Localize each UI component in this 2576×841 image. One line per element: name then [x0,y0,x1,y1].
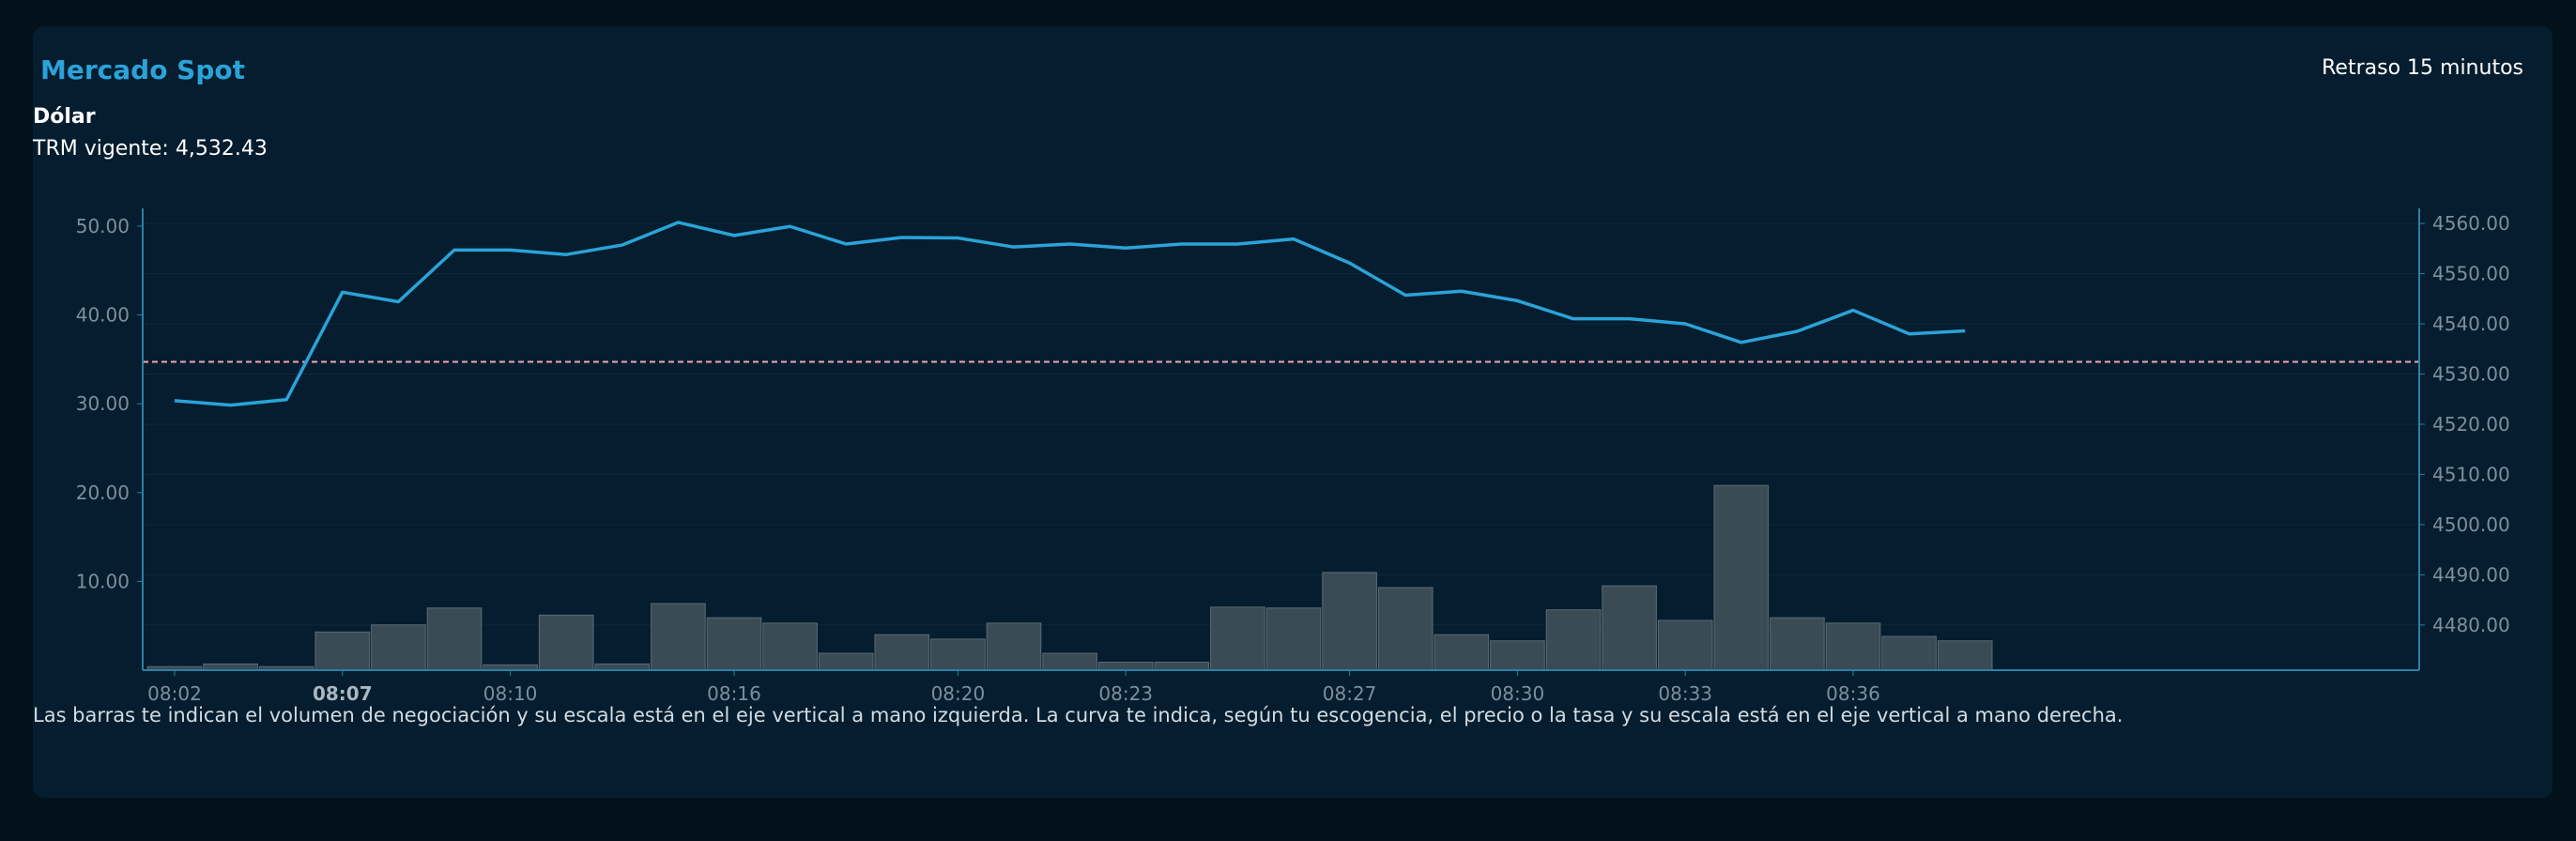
volume-bar [314,631,371,671]
x-tick-label: 08:23 [1098,682,1153,705]
volume-bar [706,617,762,671]
right-tick-label: 4510.00 [2432,463,2510,485]
volume-bar [986,622,1042,671]
x-tick-label: 08:33 [1658,682,1712,705]
right-tick-label: 4490.00 [2432,563,2510,586]
right-tick-label: 4560.00 [2432,212,2510,235]
right-tick-label: 4540.00 [2432,313,2510,335]
volume-bar [1713,484,1770,671]
volume-bar [818,652,874,671]
volume-bar [1210,606,1265,671]
volume-bar [371,624,426,671]
x-tick-label: 08:27 [1323,682,1377,705]
volume-bar [1545,609,1602,671]
left-tick-label: 30.00 [76,392,130,415]
volume-bar [1042,652,1097,671]
x-tick-label: 08:10 [483,682,538,705]
x-tick-label: 08:02 [147,682,202,705]
volume-bar [1097,661,1154,671]
volume-bar [1825,622,1881,671]
price-line [174,221,1966,407]
volume-bar [1434,634,1490,671]
volume-bar [1657,619,1713,671]
currency-label: Dólar [33,105,96,129]
volume-bar [930,638,986,671]
right-tick-label: 4480.00 [2432,614,2510,636]
volume-bar [1602,585,1657,671]
right-tick-label: 4500.00 [2432,513,2510,536]
delay-notice: Retraso 15 minutos [2322,56,2523,80]
volume-bar [426,607,483,671]
trm-value: TRM vigente: 4,532.43 [33,137,268,161]
x-tick-label: 08:16 [707,682,761,705]
x-tick-label: 08:07 [313,682,373,705]
volume-bar [762,622,818,671]
volume-bar [651,603,706,671]
volume-bar [1490,640,1545,671]
volume-bar [538,614,594,671]
volume-bar [1265,607,1322,671]
right-tick-label: 4530.00 [2432,362,2510,385]
volume-bar [1937,640,1993,671]
x-tick-label: 08:20 [931,682,986,705]
left-axis-ticks: 10.00 20.00 30.00 40.00 50.00 [76,215,143,592]
volume-bars [146,484,1993,671]
volume-bar [1881,635,1937,671]
left-tick-label: 10.00 [76,570,130,592]
volume-bar [1377,587,1434,671]
gridlines [143,222,2419,626]
volume-bar [874,634,930,671]
volume-bar [1322,572,1377,671]
x-tick-label: 08:30 [1491,682,1545,705]
panel-title: Mercado Spot [40,54,246,85]
x-tick-label: 08:36 [1826,682,1880,705]
volume-bar [1770,617,1825,671]
axes [142,208,2420,671]
left-tick-label: 20.00 [76,482,130,504]
left-tick-label: 40.00 [76,304,130,327]
right-axis-ticks: 4480.00 4490.00 4500.00 4510.00 4520.00 4530.… [2419,212,2510,636]
volume-bar [1154,661,1210,671]
right-tick-label: 4520.00 [2432,413,2510,436]
left-tick-label: 50.00 [76,215,130,237]
chart-legend-note: Las barras te indican el volumen de nego… [33,704,2124,726]
right-tick-label: 4550.00 [2432,263,2510,285]
x-axis-ticks: 08:02 08:07 08:10 08:16 08:20 08:23 08:27 08:30… [147,670,1880,705]
